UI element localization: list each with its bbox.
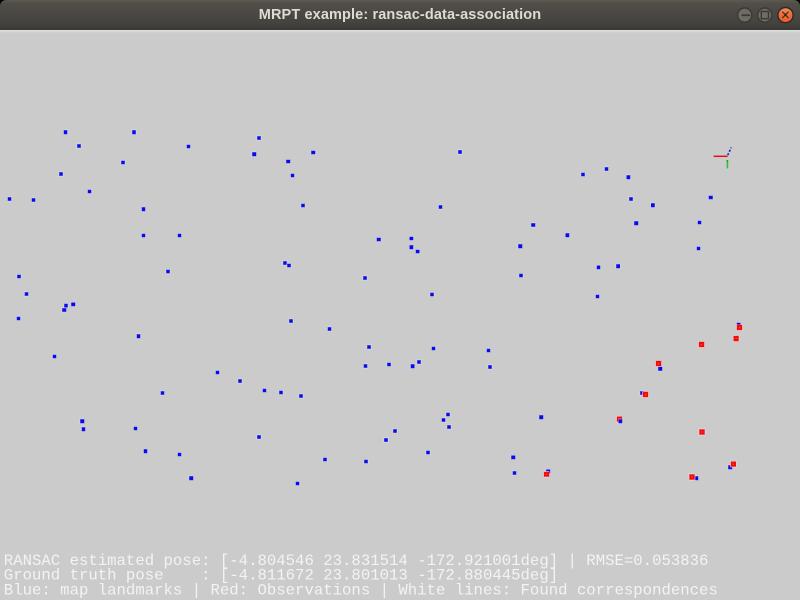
svg-text:RANSAC estimated pose: [-4.804: RANSAC estimated pose: [-4.804546 23.831… bbox=[4, 552, 709, 570]
svg-text:Blue: map landmarks | Red: Obs: Blue: map landmarks | Red: Observations … bbox=[4, 581, 718, 599]
svg-text:Ground truth pose : [-4.811: Ground truth pose : [-4.811672 23.801013… bbox=[4, 567, 558, 585]
